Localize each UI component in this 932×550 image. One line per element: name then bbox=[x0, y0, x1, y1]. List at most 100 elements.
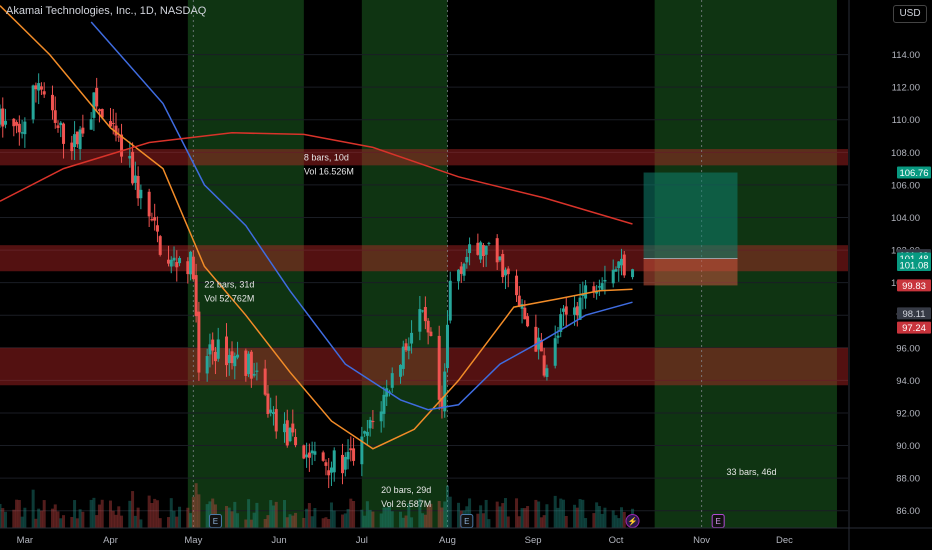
volume-bar bbox=[97, 504, 101, 528]
volume-bar bbox=[285, 517, 289, 528]
candle bbox=[501, 254, 505, 278]
volume-bar bbox=[31, 489, 35, 528]
candle bbox=[263, 368, 267, 395]
candle bbox=[561, 308, 565, 312]
volume-bar bbox=[573, 504, 577, 528]
candle bbox=[225, 336, 229, 366]
candle bbox=[421, 310, 425, 312]
candle bbox=[410, 332, 414, 344]
earnings-marker-icon[interactable]: E bbox=[460, 514, 474, 528]
candle bbox=[390, 373, 394, 388]
candle bbox=[481, 245, 485, 257]
event-marker-label: ⚡ bbox=[628, 516, 638, 526]
candle bbox=[575, 306, 579, 316]
candle bbox=[42, 91, 46, 95]
candle bbox=[399, 364, 403, 377]
volume-bar bbox=[556, 507, 560, 528]
candle bbox=[73, 134, 77, 147]
volume-bar bbox=[382, 507, 386, 528]
volume-bar bbox=[249, 519, 253, 528]
candle bbox=[172, 257, 176, 261]
price-tick-label: 112.00 bbox=[892, 83, 920, 94]
currency-button[interactable]: USD bbox=[893, 5, 927, 23]
candle bbox=[252, 373, 256, 376]
candle bbox=[12, 118, 16, 127]
candle bbox=[556, 335, 560, 338]
candle bbox=[211, 339, 215, 351]
volume-bar bbox=[418, 498, 422, 528]
event-marker-label: E bbox=[213, 517, 218, 526]
price-label: 98.11 bbox=[902, 309, 925, 320]
price-label-badge bbox=[897, 166, 931, 179]
candle bbox=[178, 257, 182, 264]
volume-bar bbox=[352, 500, 356, 528]
candle bbox=[352, 448, 356, 461]
candle bbox=[216, 339, 220, 359]
volume-bar bbox=[310, 516, 314, 528]
candle bbox=[233, 355, 237, 367]
volume-bar bbox=[34, 518, 38, 528]
volume-bar bbox=[186, 507, 190, 528]
volume-bar bbox=[59, 518, 63, 528]
volume-bar bbox=[324, 517, 328, 528]
dividend-icon[interactable]: ⚡ bbox=[625, 514, 640, 528]
candle bbox=[166, 259, 170, 264]
candle bbox=[553, 338, 557, 366]
candle bbox=[459, 266, 463, 274]
volume-bar bbox=[578, 499, 582, 528]
volume-bar bbox=[233, 501, 237, 528]
volume-bar bbox=[305, 508, 309, 528]
candle bbox=[559, 314, 563, 332]
volume-bar bbox=[327, 519, 331, 528]
candle bbox=[404, 343, 408, 351]
candle bbox=[266, 393, 270, 415]
time-tick-label: Sep bbox=[525, 535, 542, 546]
candle bbox=[440, 397, 444, 409]
volume-bar bbox=[205, 504, 209, 528]
earnings-marker-icon[interactable]: E bbox=[208, 514, 222, 528]
candle bbox=[457, 269, 461, 282]
candle bbox=[603, 279, 607, 282]
volume-bar bbox=[288, 514, 292, 528]
candle bbox=[363, 431, 367, 434]
candle bbox=[150, 218, 154, 221]
volume-bar bbox=[619, 507, 623, 528]
volume-bar bbox=[440, 507, 444, 528]
volume-bar bbox=[150, 502, 154, 528]
price-label-badge bbox=[897, 259, 931, 272]
candle bbox=[78, 129, 82, 150]
event-marker-label: E bbox=[464, 517, 469, 526]
volume-bar bbox=[131, 491, 135, 528]
candle bbox=[291, 423, 295, 433]
candle bbox=[517, 295, 521, 306]
candle bbox=[208, 344, 212, 355]
volume-bar bbox=[564, 515, 568, 528]
candle bbox=[249, 351, 253, 379]
volume-bar bbox=[194, 483, 198, 528]
price-tick-label: 94.00 bbox=[896, 376, 920, 387]
volume-bar bbox=[410, 517, 414, 528]
volume-bar bbox=[379, 513, 383, 528]
volume-bar bbox=[244, 519, 248, 528]
candle bbox=[230, 351, 234, 364]
volume-bar bbox=[50, 508, 54, 528]
volume-bar bbox=[95, 515, 99, 528]
volume-bar bbox=[617, 518, 621, 528]
volume-bar bbox=[437, 500, 441, 528]
candle bbox=[614, 269, 618, 272]
volume-bar bbox=[283, 500, 287, 528]
volume-bar bbox=[236, 513, 240, 528]
candle bbox=[205, 356, 209, 374]
volume-bar bbox=[70, 516, 74, 528]
price-tick-label: 86.00 bbox=[896, 506, 920, 517]
volume-bar bbox=[227, 507, 231, 528]
candle bbox=[341, 454, 345, 474]
volume-bar bbox=[399, 511, 403, 528]
candle bbox=[31, 85, 35, 120]
candle bbox=[520, 304, 524, 309]
volume-bar bbox=[363, 515, 367, 528]
earnings-marker-icon[interactable]: E bbox=[711, 514, 725, 528]
position-target-area bbox=[643, 172, 738, 259]
volume-bar bbox=[515, 498, 519, 528]
